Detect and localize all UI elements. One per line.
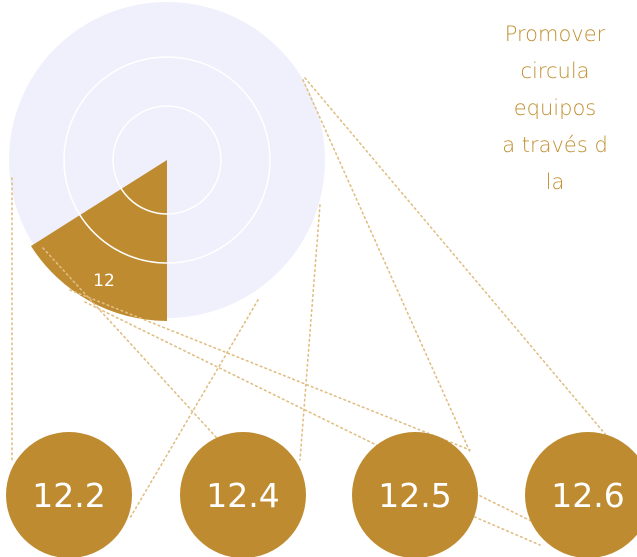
goal-number-label: 12 (93, 271, 115, 291)
target-label: 12.5 (378, 476, 451, 515)
target-12-5[interactable]: 12.5 (352, 432, 478, 557)
goal-description: Promover circula equipos a través d la (440, 16, 637, 201)
connector-line (84, 301, 571, 541)
goal-inner-ring (63, 56, 271, 264)
target-circle (6, 432, 132, 557)
connector-line (302, 79, 471, 453)
goal-description-line: Promover (504, 22, 606, 46)
goal-center-ring (112, 105, 222, 215)
goal-description-line: la (545, 170, 565, 194)
target-12-6[interactable]: 12.6 (525, 432, 637, 557)
connector-line (299, 204, 321, 461)
connector-line (129, 299, 259, 519)
target-label: 12.6 (551, 476, 624, 515)
goal-description-line: a través d (502, 133, 608, 157)
connector-line (69, 289, 471, 451)
target-circle (352, 432, 478, 557)
target-circle (180, 432, 306, 557)
connector-line (304, 77, 623, 455)
goal-description-line: equipos (513, 96, 597, 120)
target-12-2[interactable]: 12.2 (6, 432, 132, 557)
target-12-4[interactable]: 12.4 (180, 432, 306, 557)
target-label: 12.4 (206, 476, 279, 515)
goal-progress-segment (31, 160, 167, 321)
target-circle (525, 432, 637, 557)
goal-description-line: circula (520, 59, 590, 83)
target-label: 12.2 (32, 476, 105, 515)
